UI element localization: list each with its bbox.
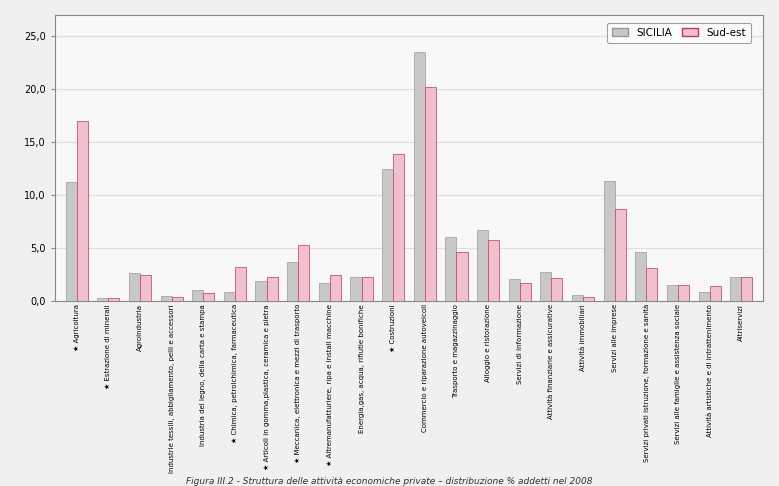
Bar <box>393 154 404 301</box>
Bar <box>287 262 298 301</box>
Bar <box>256 281 266 301</box>
Bar <box>160 296 171 301</box>
Bar <box>572 295 583 301</box>
Bar <box>140 275 151 301</box>
Bar <box>351 277 361 301</box>
Bar <box>667 285 678 301</box>
Bar <box>509 279 520 301</box>
Bar <box>604 181 615 301</box>
Bar <box>730 277 742 301</box>
Bar <box>361 277 372 301</box>
Bar <box>319 283 330 301</box>
Bar <box>129 273 140 301</box>
Bar <box>583 297 594 301</box>
Bar <box>678 285 689 301</box>
Bar <box>425 87 436 301</box>
Bar <box>224 292 235 301</box>
Bar <box>330 275 341 301</box>
Bar <box>615 209 626 301</box>
Bar <box>97 298 108 301</box>
Legend: SICILIA, Sud-est: SICILIA, Sud-est <box>607 23 751 43</box>
Bar <box>171 297 183 301</box>
Bar <box>647 268 657 301</box>
Bar <box>76 121 88 301</box>
Bar <box>65 182 76 301</box>
Bar <box>742 277 753 301</box>
Bar <box>710 286 721 301</box>
Bar <box>235 267 246 301</box>
Bar <box>477 230 488 301</box>
Text: Figura III.2 - Struttura delle attività economiche private – distribuzione % add: Figura III.2 - Struttura delle attività … <box>186 477 593 486</box>
Bar <box>699 292 710 301</box>
Bar <box>414 52 425 301</box>
Bar <box>635 252 647 301</box>
Bar <box>456 252 467 301</box>
Bar <box>446 237 456 301</box>
Bar <box>266 277 277 301</box>
Bar <box>541 272 552 301</box>
Bar <box>203 293 214 301</box>
Bar <box>298 245 309 301</box>
Bar <box>382 169 393 301</box>
Bar <box>488 240 499 301</box>
Bar <box>108 298 119 301</box>
Bar <box>192 290 203 301</box>
Bar <box>552 278 562 301</box>
Bar <box>520 283 530 301</box>
